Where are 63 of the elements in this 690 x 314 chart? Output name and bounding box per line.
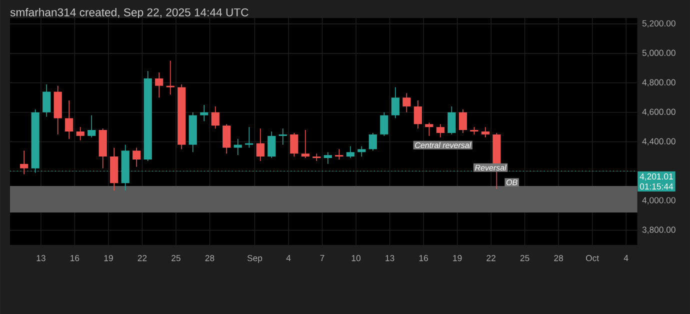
x-tick-label: 28: [554, 255, 563, 262]
candlestick: [20, 150, 28, 175]
y-tick-label: 4,800.00: [642, 79, 676, 86]
x-tick-label: 19: [104, 255, 113, 262]
candlestick: [402, 92, 411, 113]
x-tick-label: 13: [36, 255, 46, 262]
x-tick-label: 25: [172, 255, 180, 262]
x-tick-label: 7: [320, 255, 324, 261]
candlestick: [256, 128, 264, 162]
x-tick-label: 28: [205, 255, 214, 262]
candlestick: [358, 146, 366, 157]
candlestick: [76, 126, 84, 141]
y-tick-label: 3,800.00: [642, 226, 676, 234]
x-tick-label: Sep: [247, 255, 262, 263]
annotation: Central reversal: [415, 142, 472, 148]
candlestick: [335, 148, 344, 160]
text: 01:15:44: [640, 183, 674, 190]
candlestick: [436, 124, 444, 138]
annotation: OB: [506, 180, 518, 186]
candlestick: [42, 84, 51, 118]
candlestick: [278, 128, 287, 146]
candlestick: [481, 126, 490, 138]
candlestick: [211, 106, 220, 129]
y-tick-label: 4,000.00: [642, 197, 676, 204]
y-tick-label: 4,600.00: [642, 108, 676, 116]
ref-line-label: 4,201.01: [640, 173, 673, 181]
x-tick-label: 16: [419, 255, 428, 262]
candlestick: [222, 124, 231, 154]
candlestick: [132, 147, 141, 168]
x-tick-label: 22: [138, 255, 147, 262]
y-tick-label: 5,000.00: [642, 50, 676, 57]
x-tick-label: 4: [286, 255, 291, 261]
candlestick: [200, 104, 208, 122]
candlestick: [368, 132, 377, 152]
candlestick: [65, 100, 74, 140]
candlestick: [448, 106, 456, 135]
candlestick: [324, 152, 332, 164]
candlestick: [312, 153, 321, 162]
y-tick-label: 5,200.00: [642, 20, 676, 28]
x-tick-label: 10: [352, 255, 360, 262]
chart-title: smfarhan314 created, Sep 22, 2025 14:44 UTC: [10, 8, 248, 19]
x-tick-label: 25: [520, 255, 530, 262]
candlestick: [301, 130, 310, 158]
y-tick-label: 4,400.00: [642, 138, 676, 146]
candlestick: [290, 132, 298, 157]
annotation: Reversal: [475, 164, 507, 171]
candlestick: [458, 108, 467, 134]
candlestick: [414, 100, 422, 129]
candlestick: [380, 112, 388, 136]
candlestick: [425, 122, 434, 136]
x-tick-label: 19: [453, 255, 462, 262]
candlestick: [155, 72, 164, 98]
x-tick-label: 13: [386, 255, 394, 262]
candlestick: [346, 146, 354, 158]
x-tick-label: Oct: [586, 255, 599, 262]
candlestick: [268, 131, 276, 158]
candlestick: [88, 114, 96, 138]
candlestick: [391, 86, 400, 119]
x-tick-label: 16: [70, 255, 80, 262]
candlestick: [245, 126, 254, 148]
candlestick: [166, 60, 174, 96]
x-tick-label: 22: [486, 255, 496, 262]
x-tick-label: 4: [624, 255, 628, 261]
